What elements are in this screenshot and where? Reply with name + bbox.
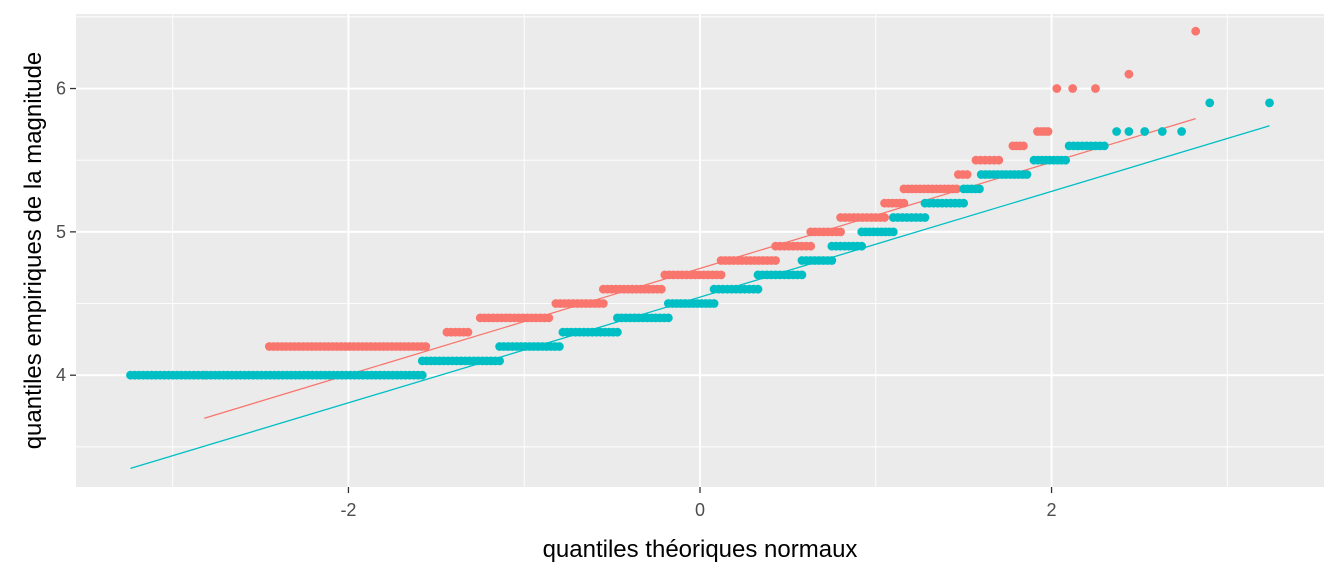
data-point: [827, 256, 837, 265]
data-point: [544, 313, 554, 323]
x-tick-label: 2: [1047, 500, 1057, 520]
data-point: [962, 170, 972, 179]
data-point: [880, 213, 889, 222]
data-point: [1177, 127, 1187, 136]
data-point: [709, 299, 719, 308]
x-axis-title: quantiles théoriques normaux: [543, 536, 858, 563]
data-point: [1019, 141, 1028, 151]
data-point: [1124, 127, 1134, 136]
data-point: [716, 270, 726, 280]
data-point: [1068, 84, 1078, 93]
data-point: [806, 241, 816, 251]
data-point: [771, 256, 780, 265]
data-point: [952, 184, 962, 194]
data-point: [1191, 26, 1201, 36]
data-point: [1091, 84, 1100, 93]
data-point: [1061, 155, 1071, 165]
data-point: [417, 370, 427, 380]
data-point: [1205, 98, 1215, 108]
data-point: [463, 327, 473, 337]
y-tick-label: 6: [56, 79, 66, 99]
data-point: [656, 284, 666, 294]
data-point: [899, 198, 909, 208]
data-point: [1124, 69, 1134, 79]
data-point: [959, 198, 969, 208]
data-point: [1265, 98, 1274, 108]
data-point: [1022, 170, 1032, 179]
reference-line-1: [130, 125, 1270, 469]
data-point: [994, 155, 1004, 165]
data-point: [554, 342, 564, 351]
y-axis: 4 5 6: [56, 79, 76, 385]
data-point: [920, 213, 930, 222]
data-point: [1112, 127, 1121, 136]
data-point: [1099, 141, 1109, 151]
data-point: [1157, 127, 1167, 136]
x-axis: -2 0 2: [340, 487, 1057, 520]
data-point: [598, 299, 608, 308]
grid-major: [76, 14, 1324, 487]
data-point: [612, 327, 622, 337]
data-point: [663, 313, 673, 323]
data-point: [888, 227, 898, 237]
x-tick-label: 0: [695, 500, 705, 520]
y-tick-label: 5: [56, 222, 66, 242]
data-point: [975, 184, 984, 194]
data-point: [753, 284, 763, 294]
data-point: [1043, 127, 1053, 136]
data-point: [857, 241, 867, 251]
x-tick-label: -2: [340, 500, 356, 520]
data-point: [836, 227, 846, 237]
reference-line-0: [204, 118, 1196, 419]
data-point: [797, 270, 807, 280]
data-point: [495, 356, 505, 366]
data-point: [1052, 84, 1062, 93]
data-points: [126, 26, 1274, 380]
reference-lines: [130, 118, 1270, 469]
data-point: [1140, 127, 1150, 136]
y-axis-title: quantiles empiriques de la magnitude: [20, 52, 47, 450]
data-point: [421, 342, 431, 351]
y-tick-label: 4: [56, 365, 66, 385]
